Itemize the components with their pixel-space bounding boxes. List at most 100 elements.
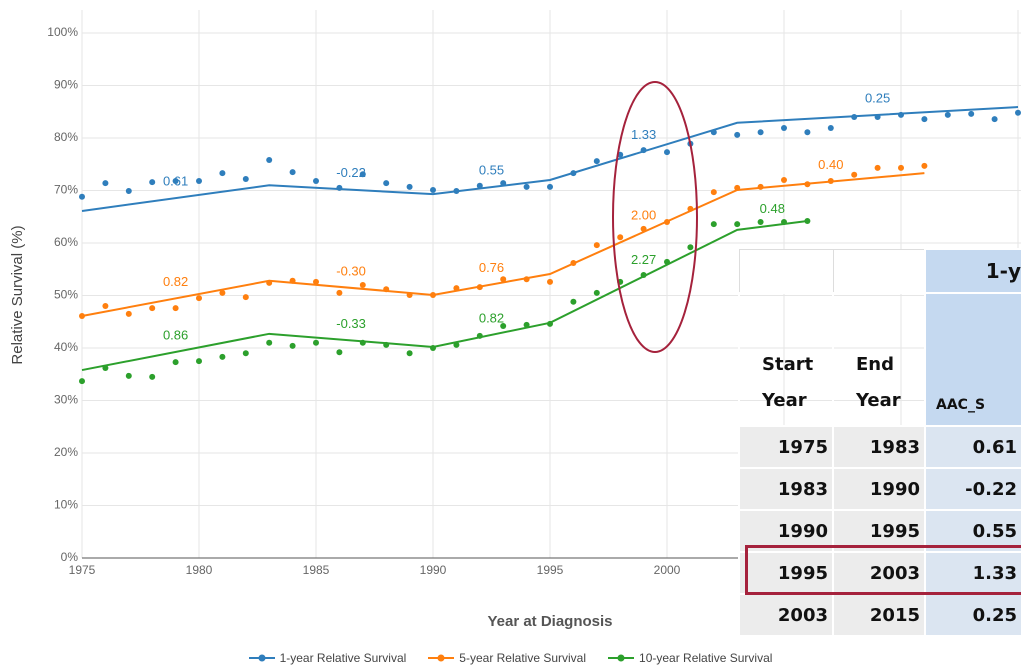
data-point	[266, 279, 273, 286]
data-point	[804, 217, 811, 224]
table-cell	[738, 248, 834, 294]
data-point	[523, 183, 530, 190]
data-point	[547, 278, 553, 285]
data-point	[125, 310, 132, 317]
table-row: 1995 2003 1.33	[738, 551, 1021, 595]
table-cell: 1-y	[924, 248, 1021, 294]
x-tick-label: 1995	[537, 563, 564, 577]
data-point	[476, 284, 483, 291]
apc-label: 0.82	[163, 274, 188, 289]
data-point	[149, 179, 156, 186]
data-point	[289, 169, 296, 176]
data-point	[266, 157, 273, 164]
data-point	[757, 219, 764, 225]
data-point	[383, 341, 390, 348]
data-point	[266, 339, 273, 346]
data-point	[968, 110, 975, 117]
y-tick-label: 10%	[54, 498, 78, 512]
apc-label: -0.33	[336, 316, 366, 331]
data-point	[547, 320, 553, 327]
table-cell: AAC_S	[924, 292, 1021, 427]
data-point	[125, 188, 132, 195]
data-point	[500, 276, 507, 283]
data-point	[921, 116, 928, 123]
y-axis-title: Relative Survival (%)	[9, 225, 26, 364]
y-tick-label: 30%	[54, 393, 78, 407]
data-point	[242, 350, 249, 357]
fit-line	[81, 172, 925, 317]
data-point	[430, 291, 436, 298]
data-point	[406, 291, 413, 298]
data-point	[219, 170, 226, 177]
table-row: 1-y	[738, 248, 1021, 294]
data-point	[430, 186, 436, 193]
data-point	[687, 244, 694, 251]
data-point	[79, 193, 85, 200]
table-cell: End Year	[832, 292, 926, 427]
y-tick-label: 50%	[54, 288, 78, 302]
apc-label: 0.76	[479, 260, 504, 275]
data-point	[781, 177, 787, 183]
data-point	[827, 178, 834, 185]
data-point	[430, 345, 436, 351]
table-cell: 1983	[832, 425, 926, 469]
data-point	[734, 221, 741, 228]
apc-label: 0.55	[479, 163, 504, 178]
data-point	[944, 111, 951, 118]
x-axis-title: Year at Diagnosis	[487, 613, 612, 630]
data-point	[664, 219, 670, 225]
data-point	[359, 171, 366, 178]
legend-label: 5-year Relative Survival	[459, 651, 587, 665]
data-point	[640, 147, 647, 154]
data-point	[79, 378, 85, 385]
apc-label: 0.82	[479, 310, 504, 325]
apc-label: -0.30	[336, 263, 366, 278]
data-point	[991, 116, 998, 123]
y-tick-label: 0%	[61, 550, 79, 564]
data-point	[781, 219, 787, 225]
apc-label: 1.33	[631, 127, 656, 142]
data-point	[851, 114, 858, 120]
legend-label: 1-year Relative Survival	[279, 651, 407, 665]
data-point	[102, 180, 109, 187]
data-point	[1015, 109, 1021, 116]
legend-item[interactable]: 1-year Relative Survival	[248, 651, 407, 665]
data-point	[476, 182, 483, 189]
data-point	[359, 339, 366, 346]
data-point	[874, 164, 881, 171]
y-tick-label: 60%	[54, 235, 78, 249]
legend-icon	[428, 654, 455, 662]
data-point	[196, 358, 202, 365]
legend-item[interactable]: 5-year Relative Survival	[428, 651, 586, 665]
x-tick-label: 1985	[303, 563, 330, 577]
data-point	[710, 189, 717, 196]
table-cell: 1995	[738, 551, 834, 595]
data-point	[851, 171, 858, 178]
data-point	[710, 221, 717, 228]
data-point	[453, 285, 460, 292]
data-point	[757, 183, 764, 190]
data-point	[523, 276, 530, 283]
data-point	[570, 170, 577, 177]
data-point	[640, 272, 647, 279]
table-row: 2003 2015 0.25	[738, 593, 1021, 637]
x-tick-label: 2000	[654, 563, 681, 577]
data-point	[500, 322, 507, 329]
y-tick-label: 20%	[54, 445, 78, 459]
table-cell: Start Year	[738, 292, 834, 427]
data-point	[500, 180, 507, 187]
x-tick-label: 1990	[420, 563, 447, 577]
data-point	[242, 294, 249, 301]
data-point	[710, 129, 717, 136]
table-cell: 0.61	[924, 425, 1021, 469]
data-point	[313, 339, 319, 346]
data-point	[734, 131, 741, 138]
legend-label: 10-year Relative Survival	[639, 651, 773, 665]
data-point	[289, 277, 296, 284]
data-point	[196, 295, 202, 302]
legend-item[interactable]: 10-year Relative Survival	[608, 651, 772, 665]
data-point	[313, 278, 319, 285]
data-point	[172, 178, 179, 185]
table-row: Start Year End Year AAC_S	[738, 292, 1021, 427]
